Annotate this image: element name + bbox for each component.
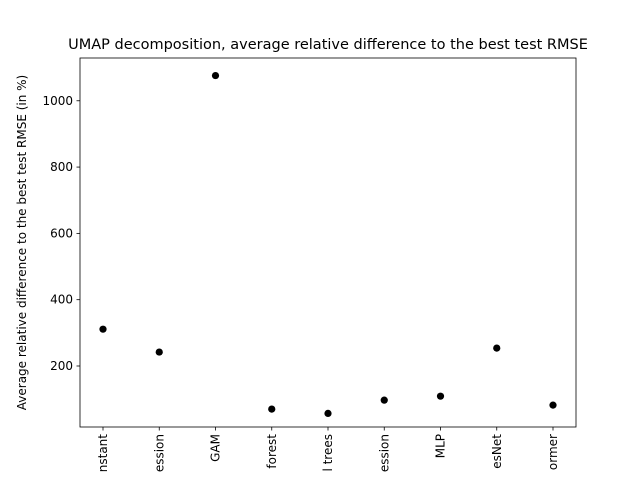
y-tick-label: 200 [50, 359, 73, 373]
data-point [324, 409, 332, 418]
chart-title: UMAP decomposition, average relative dif… [68, 37, 588, 53]
data-point [155, 348, 163, 356]
data-point [380, 396, 388, 404]
x-tick-label: forest [265, 434, 279, 469]
data-point [549, 401, 557, 409]
data-points [99, 71, 557, 418]
data-point [211, 71, 220, 80]
x-tick-label: ession [152, 434, 166, 472]
y-tick-label: 400 [50, 293, 73, 307]
x-tick-label: l trees [321, 434, 335, 472]
data-point [493, 344, 501, 352]
x-axis-tick-labels: nstant ession GAM forest l trees ession MLP esN… [96, 434, 560, 473]
data-point [99, 325, 107, 333]
data-point [436, 392, 445, 400]
x-tick-label: nstant [96, 434, 110, 473]
x-tick-label: ormer [546, 434, 560, 470]
y-axis-label: Average relative difference to the best … [15, 75, 29, 410]
data-point [268, 405, 276, 413]
y-tick-label: 1000 [42, 94, 73, 108]
x-axis-ticks [102, 427, 554, 431]
x-tick-label: esNet [490, 434, 504, 469]
x-tick-label: GAM [209, 434, 223, 462]
plot-area-frame [79, 57, 577, 428]
y-tick-label: 600 [50, 226, 73, 240]
x-tick-label: ession [377, 434, 391, 472]
y-tick-label: 800 [50, 160, 73, 174]
x-tick-label: MLP [434, 434, 448, 458]
y-axis-ticks: 200 400 600 800 1000 [42, 94, 80, 373]
